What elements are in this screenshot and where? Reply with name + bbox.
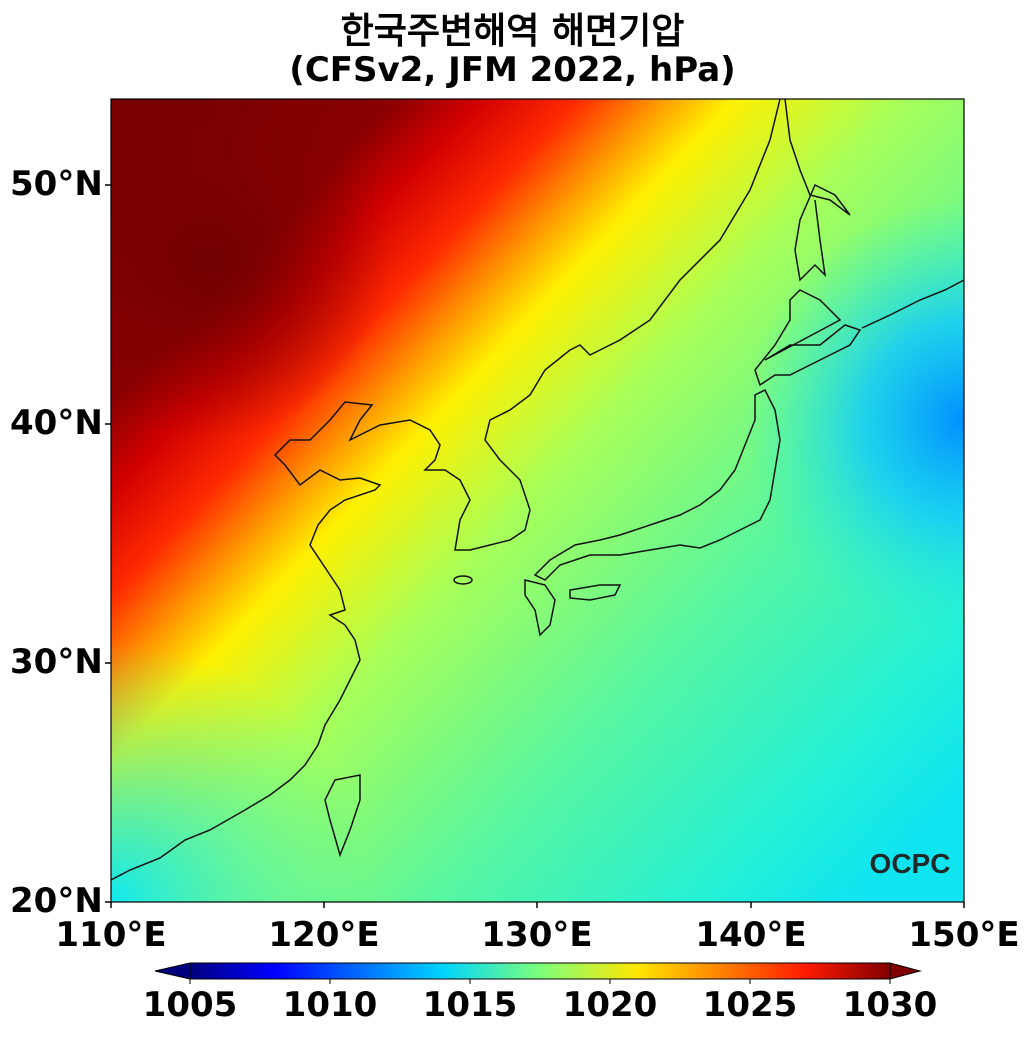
map-subtitle: (CFSv2, JFM 2022, hPa): [289, 50, 736, 90]
coastline-hokkaido: [754, 289, 862, 387]
colorbar-label-1025: 1025: [702, 985, 798, 1025]
axis-ticks: [105, 184, 965, 908]
colorbar-label-1030: 1030: [842, 985, 938, 1025]
coastline-mainland: [111, 99, 781, 881]
coastline-taiwan: [324, 774, 361, 858]
ocpc-logo: OCPC: [870, 848, 951, 879]
lon-label-110e: 110°E: [55, 915, 167, 955]
colorbar-label-1005: 1005: [142, 985, 238, 1025]
coastline-honshu: [533, 388, 781, 581]
colorbar: [154, 962, 922, 984]
colorbar-body: [189, 962, 891, 980]
colorbar-label-1020: 1020: [562, 985, 658, 1025]
coastline-shikoku: [569, 584, 622, 601]
coastline-kurils: [861, 279, 964, 329]
lon-label-140e: 140°E: [695, 915, 807, 955]
coastline-kyushu: [524, 579, 556, 637]
lat-label-30n: 30°N: [10, 642, 103, 682]
colorbar-extend-high: [889, 962, 922, 980]
lat-label-20n: 20°N: [10, 881, 103, 921]
pressure-field: [111, 99, 964, 902]
lon-label-150e: 150°E: [908, 915, 1020, 955]
coastline-sakhalin: [784, 99, 851, 282]
lon-label-130e: 130°E: [481, 915, 593, 955]
coastlines: [111, 99, 964, 881]
lon-label-120e: 120°E: [268, 915, 380, 955]
lat-label-50n: 50°N: [10, 164, 103, 204]
coastline-jeju: [453, 575, 473, 585]
colorbar-label-1010: 1010: [282, 985, 378, 1025]
colorbar-extend-low: [154, 962, 191, 980]
map-title: 한국주변해역 해면기압: [340, 11, 685, 52]
colorbar-label-1015: 1015: [422, 985, 518, 1025]
lat-label-40n: 40°N: [10, 403, 103, 443]
